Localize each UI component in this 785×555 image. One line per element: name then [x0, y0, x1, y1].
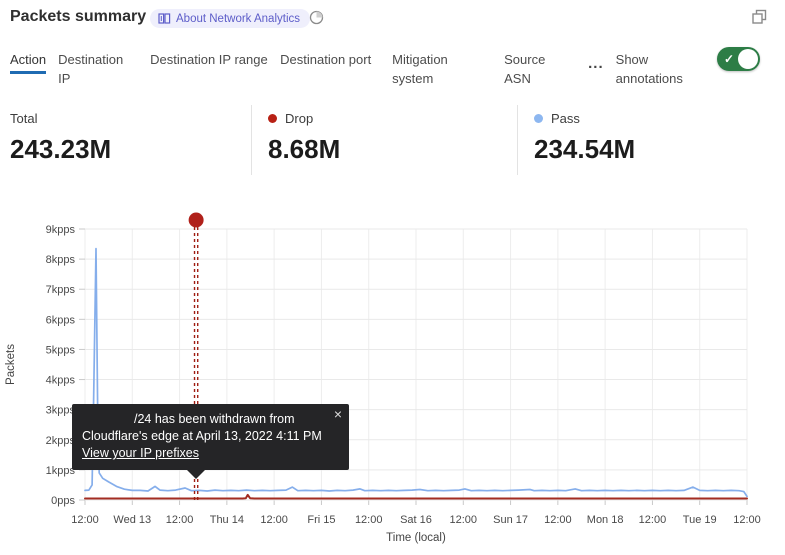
stat-pass: Pass 234.54M — [517, 105, 785, 175]
svg-text:6kpps: 6kpps — [46, 314, 76, 326]
svg-text:Mon 18: Mon 18 — [587, 514, 624, 526]
svg-text:12:00: 12:00 — [639, 514, 667, 526]
stat-pass-label: Pass — [551, 111, 580, 126]
tooltip-line1: /24 has been withdrawn from — [134, 412, 295, 426]
svg-text:12:00: 12:00 — [450, 514, 478, 526]
svg-text:12:00: 12:00 — [166, 514, 194, 526]
tab-action[interactable]: Action — [10, 45, 47, 74]
tab-destination-ip[interactable]: Destination IP — [58, 52, 124, 86]
svg-text:Time (local): Time (local) — [386, 532, 446, 544]
svg-text:12:00: 12:00 — [71, 514, 99, 526]
svg-text:2kpps: 2kpps — [46, 435, 76, 447]
svg-text:8kpps: 8kpps — [46, 254, 76, 266]
check-icon: ✓ — [724, 52, 735, 66]
tab-mitigation-system[interactable]: Mitigation system — [392, 52, 448, 86]
svg-text:12:00: 12:00 — [544, 514, 572, 526]
drop-legend-dot — [268, 114, 277, 123]
stat-drop: Drop 8.68M — [251, 105, 517, 175]
dimension-tabs: Action Destination IP Destination IP ran… — [10, 45, 775, 88]
stat-total-label: Total — [10, 111, 38, 126]
book-icon — [158, 13, 171, 24]
svg-text:5kpps: 5kpps — [46, 344, 76, 356]
page-title: Packets summary — [10, 8, 147, 25]
overlap-squares-icon[interactable] — [751, 9, 768, 30]
stat-total: Total 243.23M — [0, 105, 251, 175]
annotation-tooltip: × /24 has been withdrawn from Cloudflare… — [72, 404, 349, 479]
tooltip-line2: Cloudflare's edge at April 13, 2022 4:11… — [82, 429, 322, 443]
svg-text:3kpps: 3kpps — [46, 405, 76, 417]
svg-text:12:00: 12:00 — [355, 514, 383, 526]
svg-text:4kpps: 4kpps — [46, 375, 76, 387]
stat-pass-value: 234.54M — [534, 134, 636, 164]
svg-text:12:00: 12:00 — [733, 514, 761, 526]
stat-total-value: 243.23M — [10, 134, 112, 164]
header: Packets summary About Network Analytics — [0, 0, 785, 38]
close-icon[interactable]: × — [333, 406, 342, 422]
pass-legend-dot — [534, 114, 543, 123]
more-tabs-icon[interactable]: ... — [588, 55, 604, 72]
svg-text:9kpps: 9kpps — [46, 224, 76, 236]
summary-stats: Total 243.23M Drop 8.68M Pass 234.54M — [0, 105, 785, 175]
svg-text:0pps: 0pps — [51, 495, 75, 507]
show-annotations-label: Show annotations — [615, 52, 683, 86]
stat-drop-label: Drop — [285, 111, 314, 126]
svg-text:Sun 17: Sun 17 — [493, 514, 528, 526]
svg-text:Fri 15: Fri 15 — [307, 514, 335, 526]
toggle-knob — [738, 49, 758, 69]
svg-text:Wed 13: Wed 13 — [113, 514, 151, 526]
tooltip-caret — [187, 470, 205, 479]
svg-text:Tue 19: Tue 19 — [683, 514, 717, 526]
packets-time-series-chart: 12:00 Wed 13 12:00 Thu 14 12:00 Fri 15 12:00 Sa… — [0, 205, 785, 555]
about-network-analytics-badge[interactable]: About Network Analytics — [150, 9, 311, 28]
view-ip-prefixes-link[interactable]: View your IP prefixes — [82, 446, 199, 460]
svg-text:12:00: 12:00 — [260, 514, 288, 526]
svg-text:Packets: Packets — [5, 344, 17, 385]
svg-text:1kpps: 1kpps — [46, 465, 76, 477]
chart-canvas: 12:00 Wed 13 12:00 Thu 14 12:00 Fri 15 12:00 Sa… — [5, 212, 761, 544]
tab-destination-port[interactable]: Destination port — [280, 52, 372, 67]
tab-destination-ip-range[interactable]: Destination IP range — [150, 52, 268, 67]
time-range-icon[interactable] — [309, 10, 324, 30]
tab-source-asn[interactable]: Source ASN — [504, 52, 546, 86]
svg-text:Thu 14: Thu 14 — [210, 514, 244, 526]
badge-label: About Network Analytics — [176, 12, 301, 25]
stat-drop-value: 8.68M — [268, 134, 341, 164]
svg-text:Sat 16: Sat 16 — [400, 514, 432, 526]
show-annotations-toggle[interactable]: ✓ — [717, 47, 760, 71]
svg-text:7kpps: 7kpps — [46, 284, 76, 296]
